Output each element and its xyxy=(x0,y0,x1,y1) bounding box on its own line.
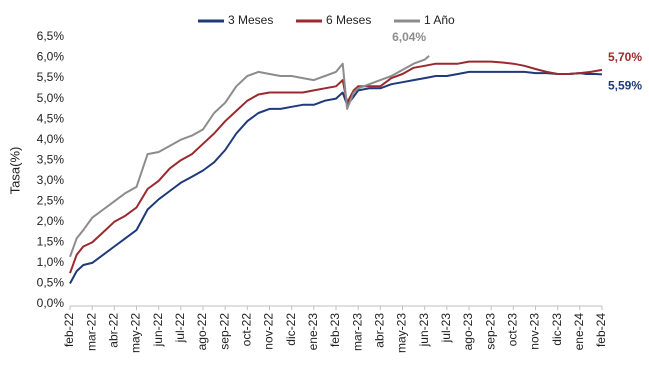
end-value-label: 6,04% xyxy=(392,30,426,44)
series-line-1-año xyxy=(69,55,430,258)
x-tick-label: dic-22 xyxy=(284,313,298,346)
y-tick-label: 3,0% xyxy=(37,173,65,187)
x-tick-label: sep-23 xyxy=(483,313,497,350)
y-tick-label: 1,5% xyxy=(37,235,65,249)
y-tick-label: 5,5% xyxy=(37,70,65,84)
x-tick-label: feb-24 xyxy=(594,313,608,347)
x-tick-label: sep-22 xyxy=(217,313,231,350)
y-tick-label: 4,5% xyxy=(37,111,65,125)
y-tick-label: 3,5% xyxy=(37,152,65,166)
y-tick-label: 2,5% xyxy=(37,193,65,207)
x-tick-label: ago-22 xyxy=(195,313,209,351)
x-tick-label: mar-22 xyxy=(84,313,98,351)
x-tick-label: jun-22 xyxy=(151,313,165,348)
x-tick-label: feb-23 xyxy=(328,313,342,347)
y-tick-label: 2,0% xyxy=(37,214,65,228)
x-tick-label: mar-23 xyxy=(350,313,364,351)
x-tick-label: ene-24 xyxy=(572,313,586,351)
legend-label: 3 Meses xyxy=(228,13,273,27)
x-tick-label: nov-23 xyxy=(528,313,542,350)
x-axis: feb-22 mar-22 abr-22 may-22 jun-22 jul-22 ago-… xyxy=(62,305,608,353)
x-tick-label: ene-23 xyxy=(306,313,320,351)
legend-label: 6 Meses xyxy=(326,13,371,27)
legend-label: 1 Año xyxy=(424,13,455,27)
x-tick-label: ago-23 xyxy=(461,313,475,351)
y-axis: 0,0% 0,5% 1,0% 1,5% 2,0% 2,5% 3,0% 3,5% 4,0% 4,5%… xyxy=(37,29,65,310)
y-tick-label: 1,0% xyxy=(37,255,65,269)
x-tick-label: jul-23 xyxy=(439,313,453,344)
y-tick-label: 6,0% xyxy=(37,50,65,64)
y-tick-label: 4,0% xyxy=(37,132,65,146)
end-value-label: 5,70% xyxy=(608,50,642,64)
y-tick-label: 5,0% xyxy=(37,91,65,105)
y-tick-label: 0,5% xyxy=(37,276,65,290)
end-value-label: 5,59% xyxy=(608,79,642,93)
x-tick-label: jul-22 xyxy=(173,313,187,344)
x-tick-label: abr-22 xyxy=(107,313,121,348)
series-line-3-meses xyxy=(69,70,603,284)
end-labels: 5,59% 5,70% 6,04% xyxy=(392,30,642,92)
y-tick-label: 6,5% xyxy=(37,29,65,43)
x-tick-label: oct-23 xyxy=(506,313,520,347)
x-tick-label: abr-23 xyxy=(373,313,387,348)
y-tick-label: 0,0% xyxy=(37,296,65,310)
x-tick-label: oct-22 xyxy=(240,313,254,347)
x-tick-label: feb-22 xyxy=(62,313,76,347)
y-axis-label: Tasa(%) xyxy=(7,147,22,195)
x-tick-label: nov-22 xyxy=(262,313,276,350)
series-line-6-meses xyxy=(69,60,603,274)
x-tick-label: dic-23 xyxy=(550,313,564,346)
x-tick-label: jun-23 xyxy=(417,313,431,348)
x-tick-label: may-23 xyxy=(395,313,409,353)
x-tick-label: may-22 xyxy=(129,313,143,353)
legend: 3 Meses 6 Meses 1 Año xyxy=(198,13,455,27)
series-lines xyxy=(69,55,603,284)
